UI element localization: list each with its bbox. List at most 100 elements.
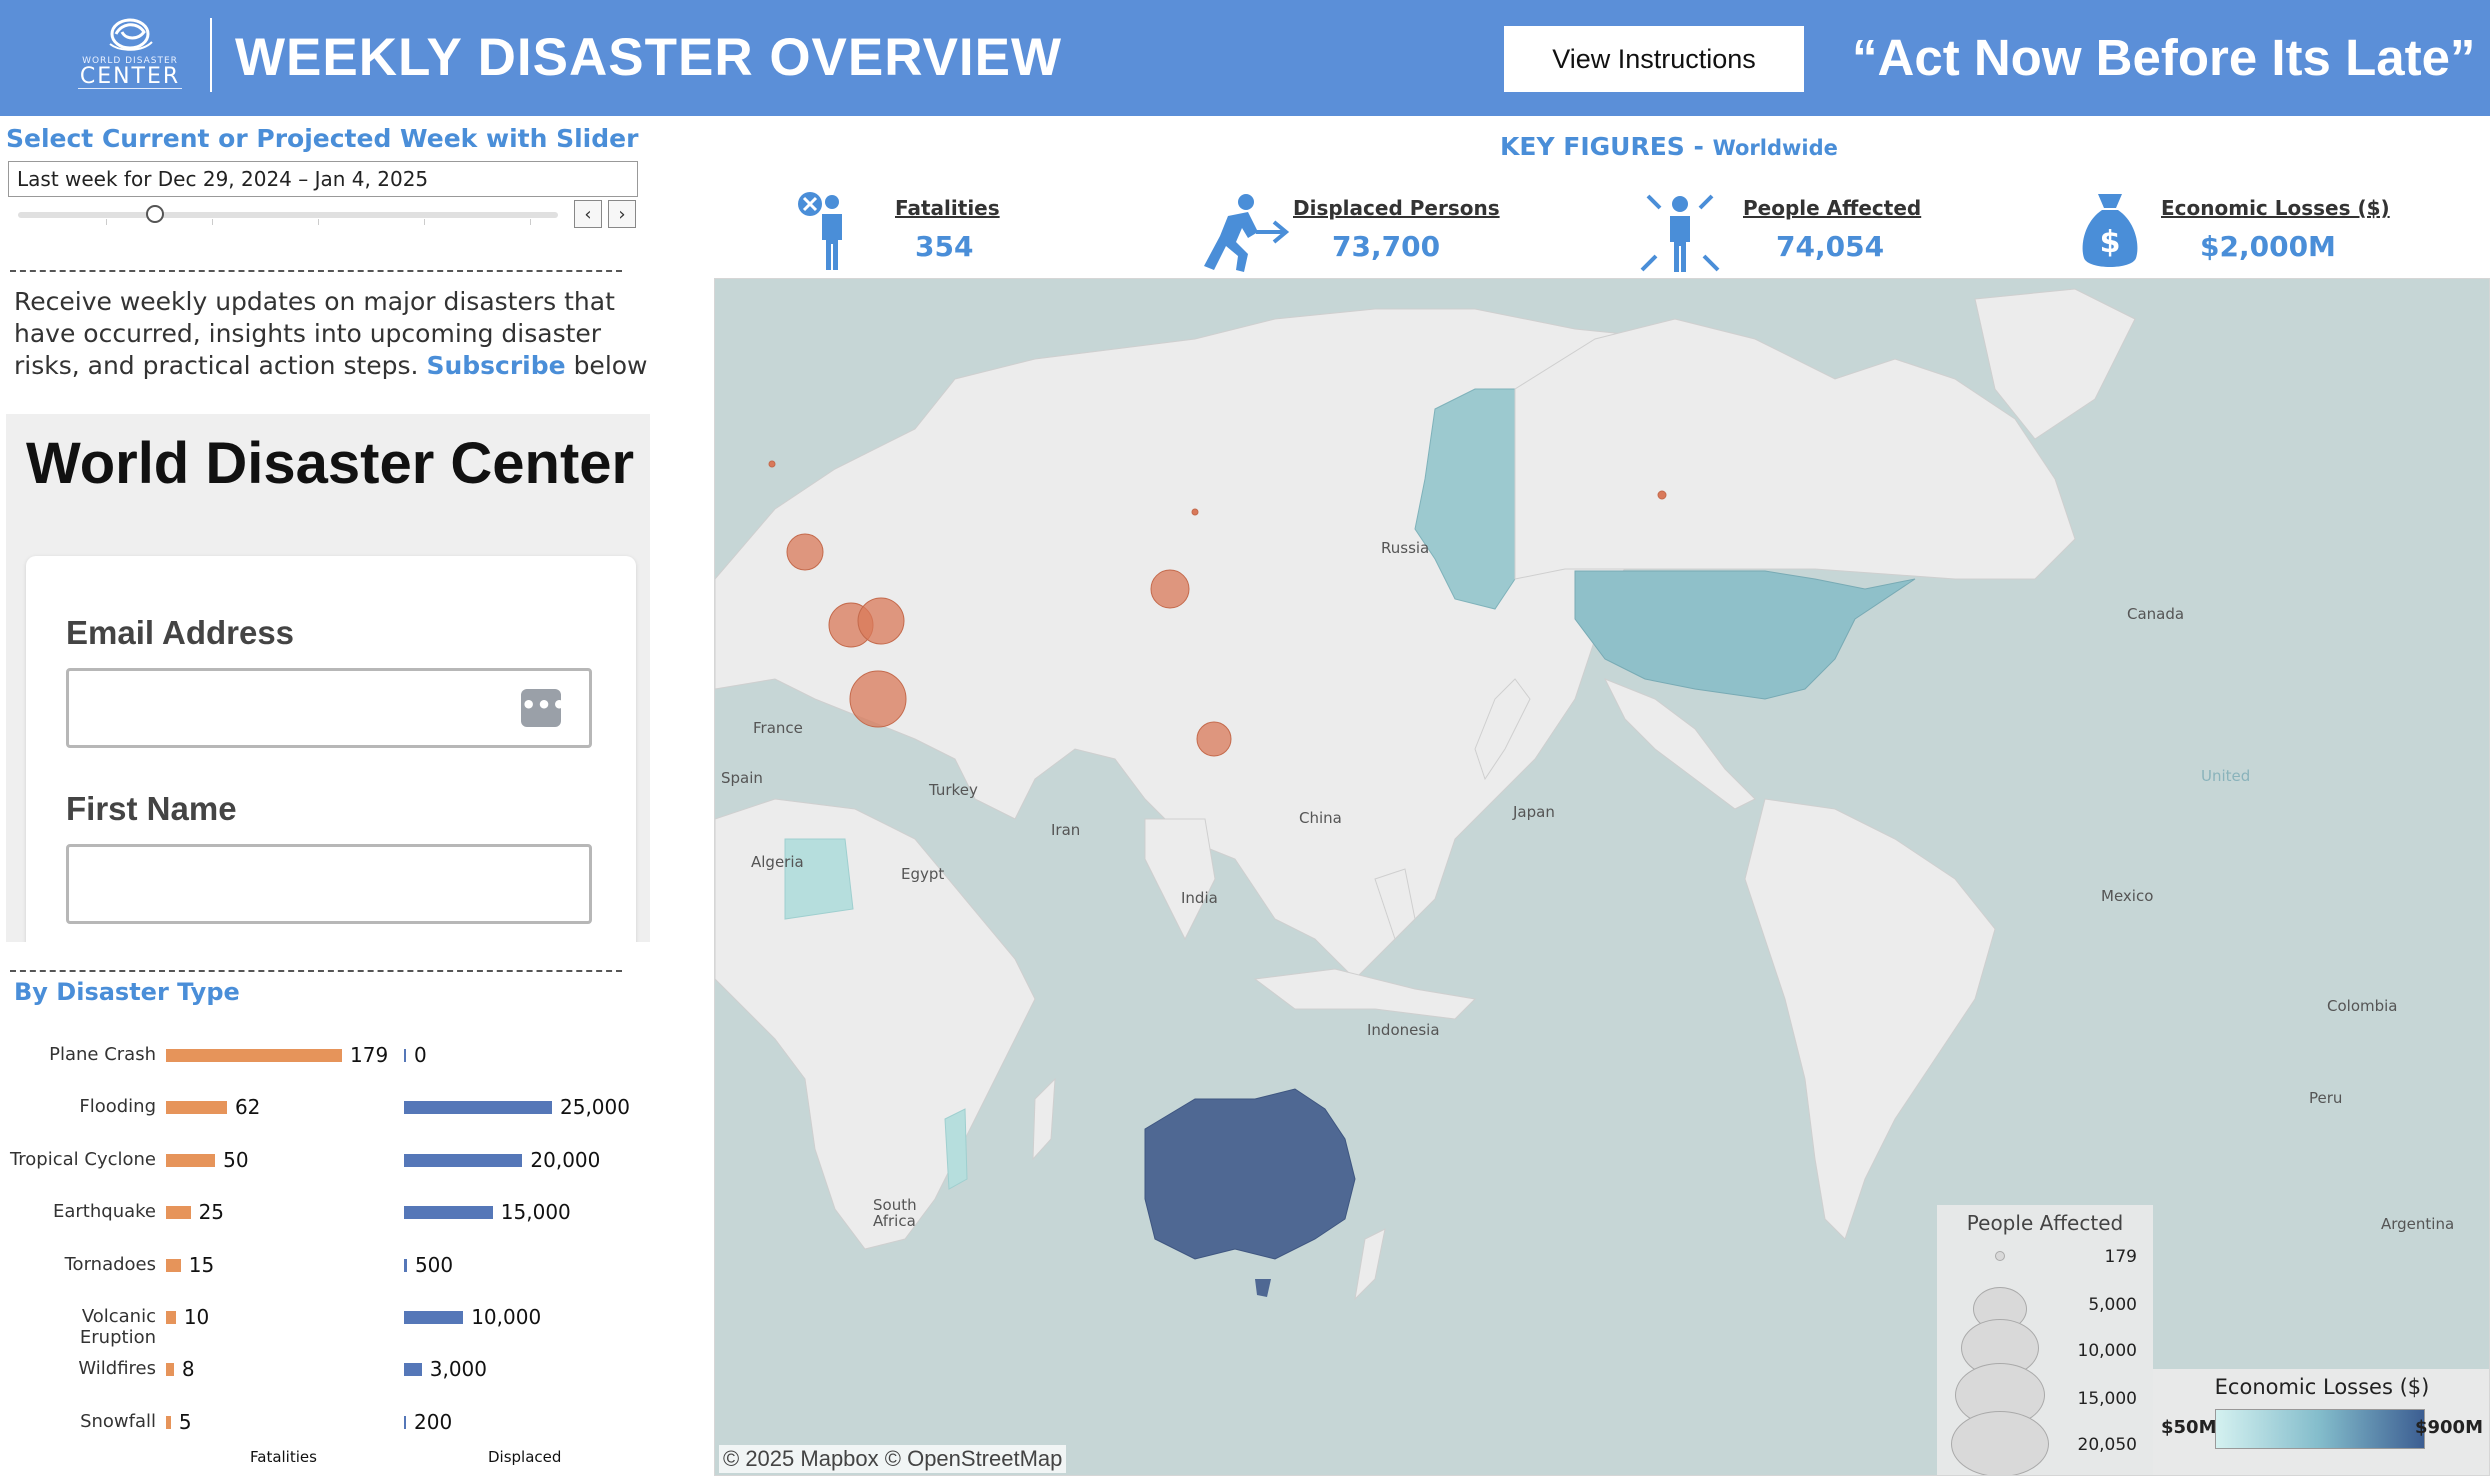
map-label-turkey: Turkey bbox=[929, 781, 978, 799]
promo-text: Receive weekly updates on major disaster… bbox=[14, 287, 615, 380]
kf-losses-label: Economic Losses ($) bbox=[2161, 196, 2390, 220]
legend-size-swatch bbox=[1995, 1251, 2005, 1261]
chevron-right-icon: › bbox=[618, 203, 626, 225]
kf-losses-value: $2,000M bbox=[2200, 230, 2336, 263]
kf-fatalities-label: Fatalities bbox=[895, 196, 1000, 220]
madagascar-landmass bbox=[1032, 1077, 1056, 1161]
map-label-peru: Peru bbox=[2309, 1089, 2343, 1107]
kf-fatalities-value: 354 bbox=[915, 230, 974, 263]
map-label-spain: Spain bbox=[721, 769, 763, 787]
key-figures-title: KEY FIGURES - Worldwide bbox=[1500, 132, 1838, 161]
displaced-bar[interactable] bbox=[404, 1049, 406, 1062]
united-states-country bbox=[1574, 570, 1916, 700]
mexico-landmass bbox=[1603, 678, 1756, 810]
promo-text-end: below bbox=[573, 351, 648, 380]
chevron-left-icon: ‹ bbox=[584, 203, 592, 225]
economic-losses-legend-title: Economic Losses ($) bbox=[2214, 1375, 2430, 1399]
disaster-bubble-france bbox=[768, 460, 776, 468]
email-field[interactable]: ••• bbox=[66, 668, 592, 748]
displaced-value: 15,000 bbox=[500, 1200, 571, 1225]
logo-title: CENTER bbox=[78, 64, 182, 89]
displaced-value: 200 bbox=[414, 1409, 453, 1434]
world-disaster-center-logo: WORLD DISASTER CENTER bbox=[78, 16, 182, 96]
disaster-bubble-philippines bbox=[1150, 569, 1190, 609]
fatalities-bar[interactable] bbox=[166, 1101, 227, 1115]
week-slider-track[interactable] bbox=[18, 212, 558, 218]
indonesia-landmass bbox=[1253, 968, 1477, 1020]
south-america-landmass bbox=[1744, 798, 1996, 1240]
disaster-bubble-korea bbox=[1191, 508, 1199, 516]
displaced-bar[interactable] bbox=[404, 1206, 493, 1220]
map-label-indonesia: Indonesia bbox=[1367, 1021, 1440, 1039]
canada-landmass bbox=[1514, 318, 2076, 580]
prev-week-button[interactable]: ‹ bbox=[574, 200, 602, 228]
legend-min-value: $50M bbox=[2161, 1417, 2217, 1438]
displaced-bar[interactable] bbox=[404, 1101, 552, 1115]
legend-value: 20,050 bbox=[2077, 1435, 2137, 1455]
section-divider bbox=[10, 970, 622, 972]
fatalities-bar[interactable] bbox=[166, 1363, 174, 1377]
fatalities-axis-label: Fatalities bbox=[250, 1448, 317, 1466]
tasmania-country bbox=[1255, 1279, 1271, 1297]
disaster-type-label: Wildfires bbox=[78, 1358, 156, 1380]
alaska-country bbox=[1414, 388, 1516, 610]
disaster-type-label: Tornadoes bbox=[64, 1253, 156, 1275]
economic-losses-legend: Economic Losses ($) $50M $900M bbox=[2153, 1369, 2489, 1475]
disaster-bubble-libya bbox=[786, 533, 824, 571]
people-affected-legend-title: People Affected bbox=[1966, 1211, 2124, 1235]
map-label-russia: Russia bbox=[1381, 539, 1430, 557]
displaced-value: 500 bbox=[414, 1252, 454, 1277]
displaced-bar[interactable] bbox=[404, 1415, 406, 1429]
disaster-type-label: Flooding bbox=[79, 1096, 156, 1118]
map-label-china: China bbox=[1299, 809, 1342, 827]
map-attribution[interactable]: © 2025 Mapbox © OpenStreetMap bbox=[719, 1445, 1067, 1473]
kf-displaced-value: 73,700 bbox=[1332, 230, 1441, 263]
key-figures-scope: Worldwide bbox=[1712, 136, 1838, 160]
mozambique-highlight bbox=[944, 1108, 968, 1190]
fatalities-value: 5 bbox=[178, 1409, 192, 1434]
week-slider-thumb[interactable] bbox=[146, 205, 164, 223]
fatality-person-icon bbox=[798, 192, 842, 270]
subscribe-promo: Receive weekly updates on major disaster… bbox=[14, 286, 654, 382]
disaster-bubble-mozambique bbox=[849, 670, 907, 728]
first-name-field[interactable] bbox=[66, 844, 592, 924]
displaced-bar[interactable] bbox=[404, 1258, 407, 1272]
disaster-type-label: Plane Crash bbox=[49, 1044, 156, 1065]
next-week-button[interactable]: › bbox=[608, 200, 636, 228]
password-manager-icon[interactable]: ••• bbox=[521, 689, 567, 727]
disaster-type-title: By Disaster Type bbox=[14, 978, 240, 1006]
fatalities-value: 10 bbox=[183, 1305, 210, 1329]
fatalities-bar[interactable] bbox=[166, 1415, 171, 1429]
fatalities-bar[interactable] bbox=[166, 1311, 176, 1324]
view-instructions-button[interactable]: View Instructions bbox=[1504, 26, 1804, 92]
disaster-type-label: Earthquake bbox=[53, 1201, 156, 1223]
form-title: World Disaster Center bbox=[26, 431, 635, 496]
people-affected-legend: People Affected 179 5,000 10,000 15,000 … bbox=[1937, 1205, 2153, 1475]
disaster-type-label: Tropical Cyclone bbox=[9, 1148, 156, 1170]
displaced-bar[interactable] bbox=[404, 1363, 422, 1377]
greenland-landmass bbox=[1974, 288, 2136, 440]
slider-tick bbox=[424, 219, 425, 225]
displaced-bar[interactable] bbox=[404, 1153, 523, 1167]
legend-value: 15,000 bbox=[2077, 1389, 2137, 1409]
fatalities-bar[interactable] bbox=[166, 1049, 342, 1062]
displaced-bar[interactable] bbox=[404, 1311, 464, 1324]
fatalities-bar[interactable] bbox=[166, 1258, 181, 1272]
subscribe-link[interactable]: Subscribe bbox=[426, 351, 566, 380]
displaced-value: 10,000 bbox=[471, 1305, 542, 1329]
fatalities-value: 50 bbox=[223, 1147, 249, 1172]
legend-color-gradient bbox=[2215, 1409, 2425, 1449]
logo-subtitle: WORLD DISASTER bbox=[82, 56, 178, 66]
disaster-type-label: Snowfall bbox=[80, 1410, 156, 1432]
week-dropdown[interactable]: Last week for Dec 29, 2024 – Jan 4, 2025 bbox=[8, 161, 638, 197]
slider-tick bbox=[212, 219, 213, 225]
fatalities-value: 179 bbox=[350, 1043, 389, 1067]
world-map-canvas bbox=[715, 288, 2136, 1301]
legend-value: 10,000 bbox=[2077, 1341, 2137, 1361]
japan-landmass bbox=[1474, 678, 1531, 781]
fatalities-bar[interactable] bbox=[166, 1153, 216, 1167]
fatalities-bar[interactable] bbox=[166, 1206, 191, 1220]
disaster-bubble-united-states bbox=[1657, 490, 1667, 500]
fatalities-value: 8 bbox=[181, 1357, 195, 1382]
disaster-map[interactable]: Russia Canada France Spain Turkey Iran C… bbox=[714, 278, 2490, 1476]
